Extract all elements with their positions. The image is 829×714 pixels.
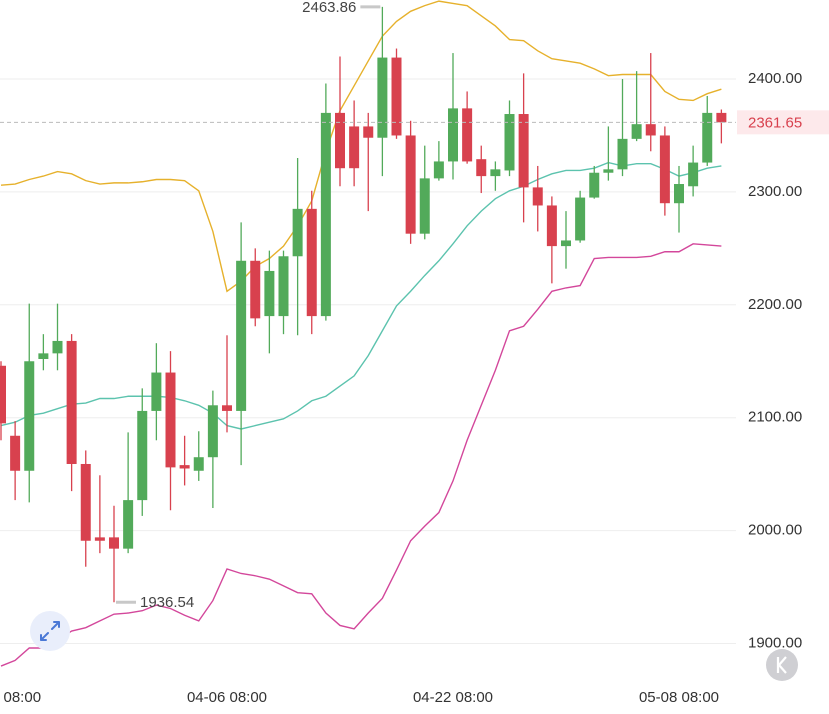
- candle-body: [349, 126, 360, 169]
- candle-body: [631, 124, 642, 139]
- candle-body: [589, 172, 600, 198]
- candle-body: [603, 169, 614, 173]
- candle-body: [193, 457, 204, 471]
- band-line: [0, 243, 722, 667]
- candle-body: [207, 405, 218, 458]
- candle-body: [0, 365, 6, 424]
- candle-body: [546, 205, 557, 247]
- candle-body: [405, 135, 416, 234]
- band-line: [0, 0, 722, 293]
- candle-body: [52, 340, 63, 354]
- candle-body: [688, 162, 699, 187]
- candle-body: [561, 240, 571, 247]
- candle-body: [292, 208, 303, 257]
- expand-button[interactable]: [30, 611, 70, 651]
- candle-body: [518, 114, 529, 188]
- candle-body: [165, 372, 176, 468]
- y-tick-label: 2400.00: [748, 70, 802, 87]
- candle-body: [363, 126, 374, 138]
- candle-body: [10, 435, 21, 471]
- candle-body: [278, 256, 289, 317]
- candle-body: [94, 537, 105, 541]
- candle-body: [123, 500, 134, 549]
- k-button[interactable]: [766, 649, 798, 681]
- candle-body: [674, 184, 684, 204]
- candle-body: [137, 410, 148, 501]
- candle-body: [448, 108, 458, 162]
- x-tick-label: 04-06 08:00: [187, 689, 267, 706]
- y-tick-label: 1900.00: [748, 634, 802, 651]
- candle-body: [575, 197, 586, 241]
- y-tick-label: 2100.00: [748, 409, 802, 426]
- candle-body: [38, 353, 49, 359]
- candle-body: [476, 159, 487, 177]
- candle-body: [24, 361, 35, 471]
- candle-body: [433, 161, 444, 179]
- candle-body: [391, 57, 402, 136]
- candle-body: [645, 124, 656, 136]
- candle-body: [335, 112, 345, 169]
- y-tick-label: 2000.00: [748, 522, 802, 539]
- x-tick-label: 04-22 08:00: [413, 689, 493, 706]
- candle-body: [716, 112, 727, 123]
- candle-body: [490, 169, 501, 177]
- candle-body: [151, 372, 162, 411]
- candle-body: [236, 260, 247, 411]
- candle-body: [377, 57, 388, 138]
- candle-body: [250, 260, 261, 319]
- candle-body: [109, 537, 119, 549]
- candle-body: [66, 340, 77, 464]
- y-tick-label: 2200.00: [748, 296, 802, 313]
- candle-body: [702, 112, 713, 163]
- candle-body: [462, 108, 473, 162]
- candle-body: [222, 405, 232, 411]
- last-price-tag: [737, 110, 829, 135]
- candle-body: [179, 465, 190, 469]
- x-tick-label: 03-21 08:00: [0, 689, 41, 706]
- band-line: [0, 161, 722, 430]
- candle-body: [419, 178, 430, 234]
- candle-body: [504, 114, 515, 171]
- y-tick-label: 2300.00: [748, 183, 802, 200]
- candle-body: [617, 138, 628, 170]
- max-label: 2463.86: [302, 0, 356, 16]
- candle-body: [264, 270, 275, 317]
- x-tick-label: 05-08 08:00: [639, 689, 719, 706]
- min-label: 1936.54: [140, 594, 194, 611]
- candle-body: [320, 112, 331, 317]
- candle-body: [532, 187, 543, 206]
- last-price-label: 2361.65: [748, 114, 802, 131]
- candle-body: [659, 135, 670, 204]
- candle-body: [306, 208, 317, 317]
- candle-body: [80, 463, 91, 541]
